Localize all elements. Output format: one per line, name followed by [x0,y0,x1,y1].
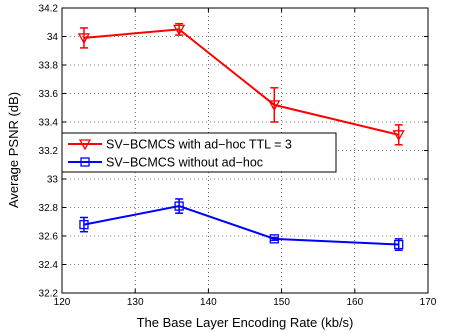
y-tick-label: 32.4 [39,260,59,271]
data-point-marker [392,130,405,142]
y-tick-label: 33.8 [39,61,59,72]
data-point-marker [79,219,89,230]
data-point-marker [173,24,186,36]
y-tick-label: 32.8 [39,203,59,214]
data-point-marker [268,100,281,112]
x-tick-label: 140 [200,297,217,308]
x-tick-label: 150 [273,297,290,308]
y-tick-label: 34 [47,32,59,43]
legend-item: SV−BCMCS with ad−hoc TTL = 3 [68,138,292,152]
legend-box [61,132,337,173]
series-group [77,22,405,251]
legend-label: SV−BCMCS without ad−hoc [106,156,263,170]
y-tick-label: 33.2 [39,146,59,157]
y-tick-label: 33.4 [39,118,59,129]
x-tick-label: 120 [54,297,71,308]
x-axis-title: The Base Layer Encoding Rate (kb/s) [137,315,354,330]
y-tick-label: 32.6 [39,232,59,243]
series-1 [77,22,405,146]
series-line [83,205,399,246]
x-tick-label: 160 [346,297,363,308]
legend: SV−BCMCS with ad−hoc TTL = 3 SV−BCMCS wit… [61,132,337,173]
x-tick-label: 170 [420,297,437,308]
legend-marker [80,157,90,167]
ticks: 120 130 140 150 160 170 32.2 32.4 32.6 32.8 33 33.2… [39,4,437,309]
data-point-marker [394,239,404,250]
legend-label: SV−BCMCS with ad−hoc TTL = 3 [106,138,292,152]
series-line [83,28,399,136]
series-2 [79,198,404,251]
data-point-marker [269,234,279,244]
grid [62,8,428,293]
y-tick-label: 34.2 [39,4,59,15]
x-tick-label: 130 [127,297,144,308]
y-tick-label: 33 [47,175,59,186]
y-tick-label: 32.2 [39,289,59,300]
data-point-marker [174,201,184,211]
data-point-marker [77,33,91,45]
y-tick-label: 33.6 [39,89,59,100]
legend-marker [78,139,92,151]
legend-item: SV−BCMCS without ad−hoc [68,156,263,170]
y-axis-title: Average PSNR (dB) [6,92,21,208]
